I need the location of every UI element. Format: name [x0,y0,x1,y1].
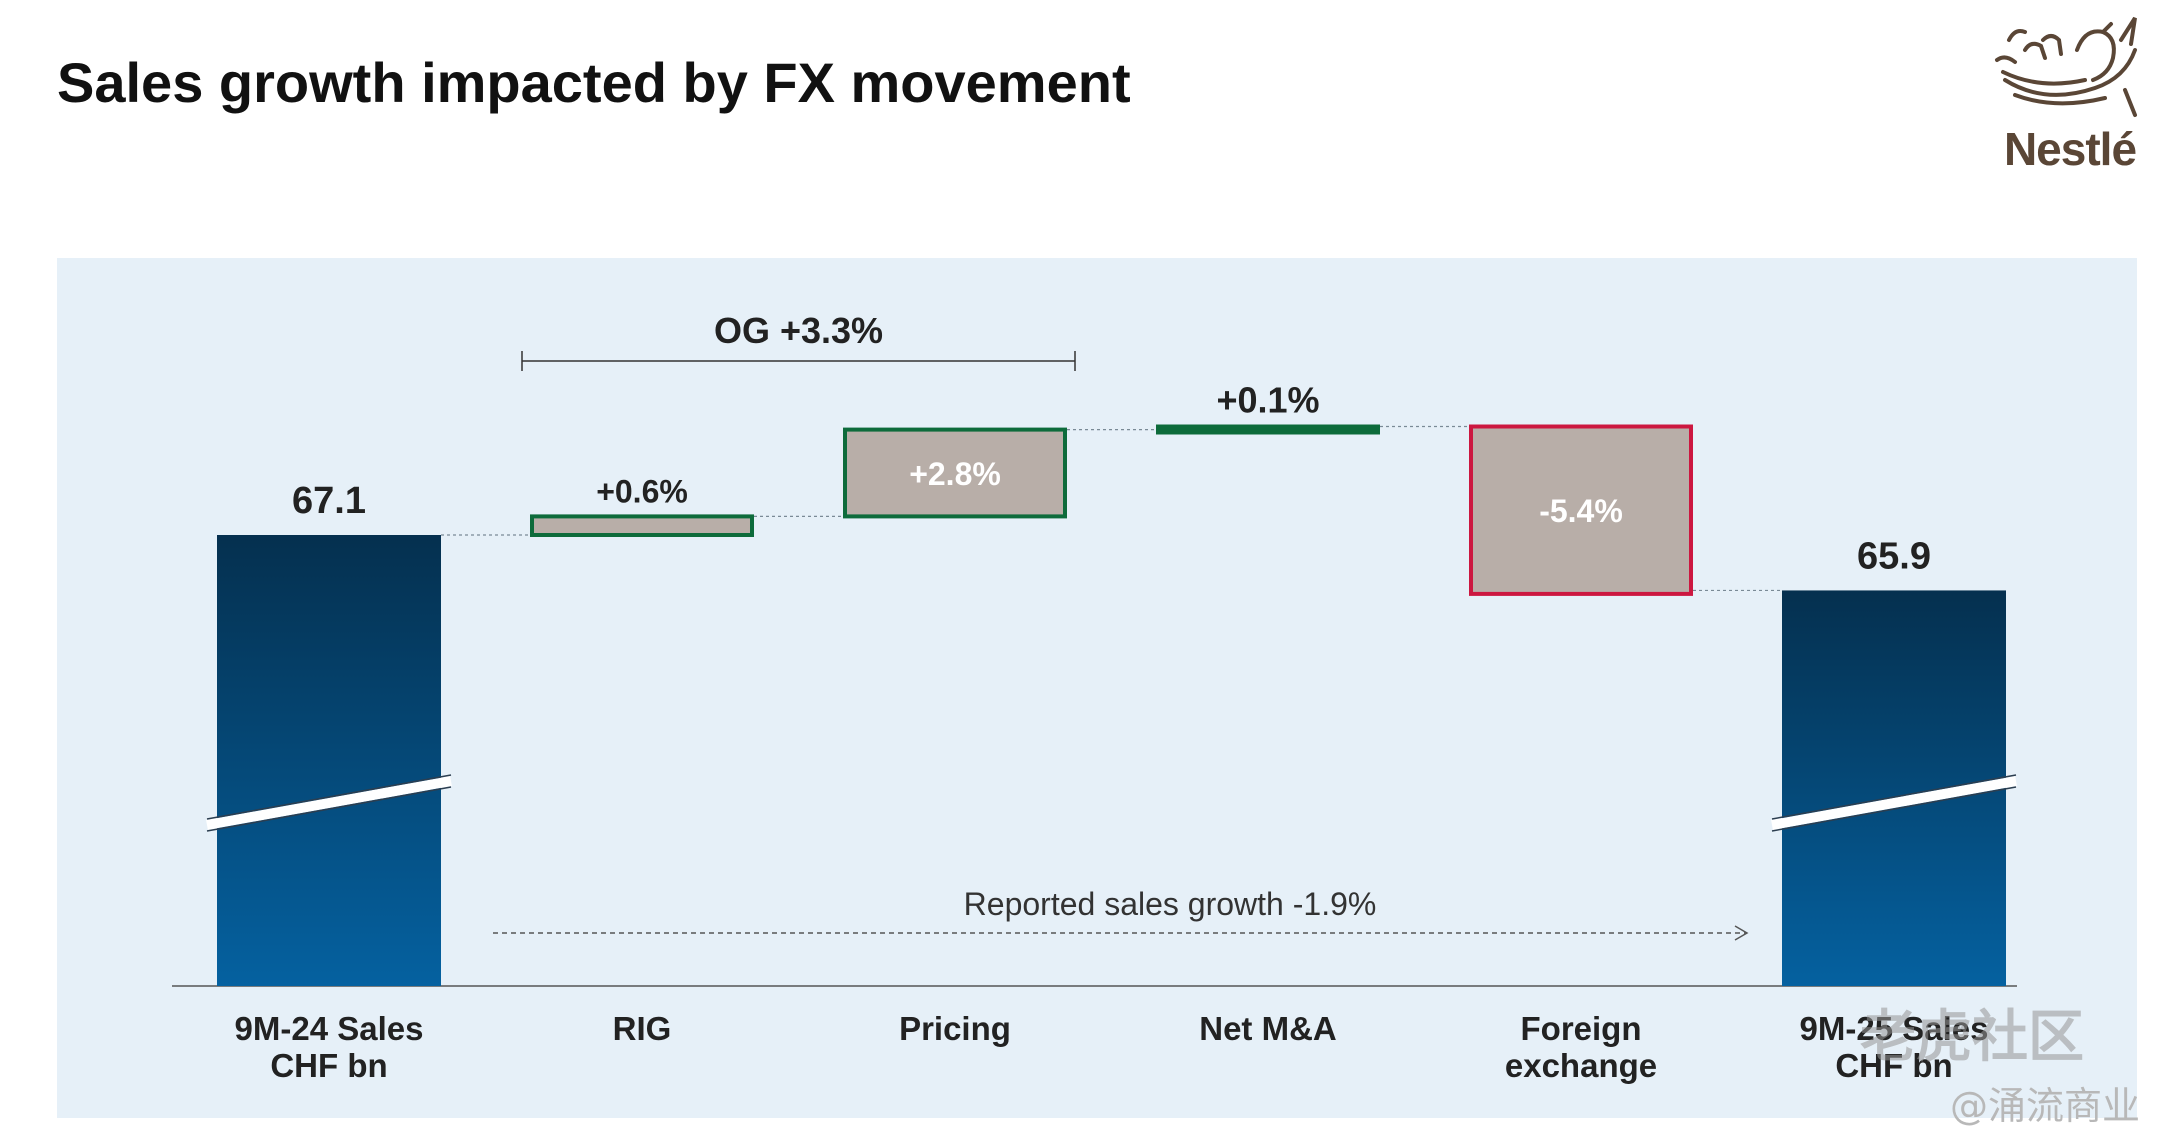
axis-break-mark [1771,776,2017,830]
axis-break-edge [206,774,452,820]
watermark: 老虎社区 [1860,1005,2084,1070]
nestle-logo: Nestlé [1985,10,2155,180]
category-label: CHF bn [1835,1047,1952,1084]
bar-9m-24-sales-chf-bn [217,535,441,986]
category-label: exchange [1505,1047,1657,1084]
category-label: CHF bn [270,1047,387,1084]
chart-panel: 67.1 9M-24 Sales CHF bn +0.6% RIG +2.8% Pricin… [57,258,2137,1118]
og-label: OG +3.3% [714,310,883,351]
value-label-9m-24-sales-chf-bn: 67.1 [292,480,366,522]
reported-growth-label: Reported sales growth -1.9% [964,886,1377,922]
page-title: Sales growth impacted by FX movement [57,51,1131,114]
value-label-9m-25-sales-chf-bn: 65.9 [1857,535,1931,577]
watermark-secondary: @涌流商业 [1950,1084,2141,1128]
value-label-net-m-a: +0.1% [1216,380,1319,421]
bar-pricing [843,427,1067,519]
bar-foreign-exchange [1469,424,1693,596]
category-label: 9M-25 Sales [1800,1010,1989,1047]
category-label: Net M&A [1199,1010,1337,1047]
axis-break-edge [1771,774,2017,820]
category-label: 9M-24 Sales [235,1010,424,1047]
axis-break-mark [206,776,452,830]
category-label: Foreign [1521,1010,1642,1047]
bar-rig [530,514,754,537]
bar-net-m-a [1156,424,1380,435]
value-label-foreign-exchange: -5.4% [1539,493,1623,529]
value-label-pricing: +2.8% [909,456,1001,492]
category-label: RIG [613,1010,672,1047]
axis-break-edge [206,786,452,832]
nest-birds-icon [1995,16,2137,117]
value-label-rig: +0.6% [596,473,688,509]
axis-break-edge [1771,786,2017,832]
logo-wordmark: Nestlé [2003,123,2137,175]
arrowhead-icon [1734,925,1749,941]
category-label: Pricing [899,1010,1011,1047]
